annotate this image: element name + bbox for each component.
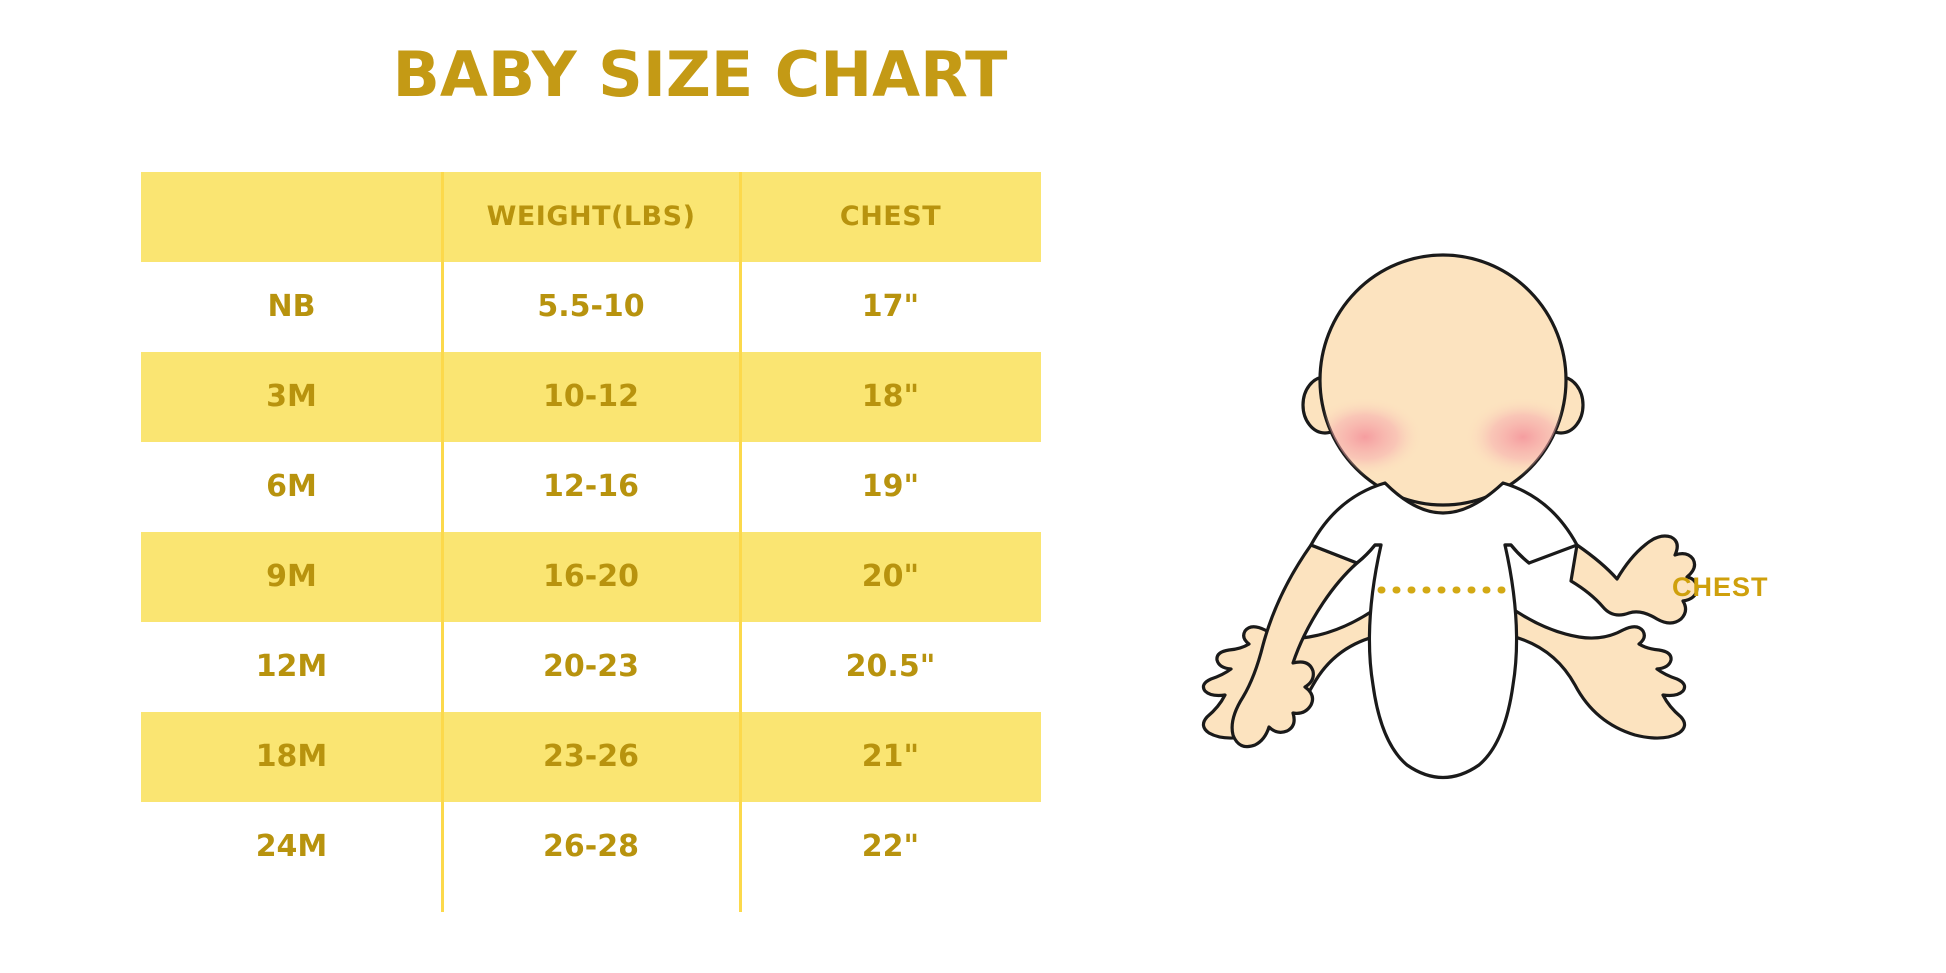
cell-size: 24M [255, 829, 328, 864]
column-divider-2 [739, 172, 742, 912]
row-background [141, 352, 1041, 442]
table-header-row: WEIGHT(LBS) CHEST [141, 172, 1041, 262]
arm-right [1569, 534, 1699, 625]
chest-tick-right [1503, 543, 1531, 565]
table-row: 24M 26-28 22" [141, 802, 1041, 892]
cell-chest: 18" [861, 379, 920, 414]
column-header-weight: WEIGHT(LBS) [486, 201, 696, 232]
arm-left [1230, 543, 1359, 749]
cell-chest: 21" [861, 739, 920, 774]
cell-weight: 23-26 [543, 739, 639, 774]
table-row: 3M 10-12 18" [141, 352, 1041, 442]
table-row: 9M 16-20 20" [141, 532, 1041, 622]
table-row: 18M 23-26 21" [141, 712, 1041, 802]
cell-weight: 26-28 [543, 829, 639, 864]
cell-size: 6M [266, 469, 317, 504]
chest-tick-left [1355, 543, 1383, 565]
column-header-chest: CHEST [839, 201, 942, 232]
column-header-size [141, 172, 442, 262]
table-row: 12M 20-23 20.5" [141, 622, 1041, 712]
cell-weight: 5.5-10 [537, 289, 645, 324]
cell-size: 12M [255, 649, 328, 684]
size-table: WEIGHT(LBS) CHEST NB 5.5-10 17" 3M 10-12… [141, 172, 1041, 912]
cell-chest: 17" [861, 289, 920, 324]
page-title: BABY SIZE CHART [392, 38, 1008, 111]
cell-chest: 19" [861, 469, 920, 504]
baby-illustration [1185, 245, 1705, 810]
column-divider-1 [441, 172, 444, 912]
cell-weight: 16-20 [543, 559, 639, 594]
row-background [141, 712, 1041, 802]
chest-label: CHEST [1672, 572, 1769, 602]
table-row: NB 5.5-10 17" [141, 262, 1041, 352]
cell-size: 9M [266, 559, 317, 594]
blush-left [1320, 397, 1423, 477]
cell-chest: 20.5" [845, 649, 936, 684]
table-row: 6M 12-16 19" [141, 442, 1041, 532]
cell-size: 3M [266, 379, 317, 414]
cell-weight: 20-23 [543, 649, 639, 684]
cell-size: NB [267, 289, 316, 324]
cell-weight: 10-12 [543, 379, 639, 414]
row-background [141, 172, 1041, 262]
cell-weight: 12-16 [543, 469, 639, 504]
cell-chest: 22" [861, 829, 920, 864]
cell-size: 18M [255, 739, 328, 774]
cell-chest: 20" [861, 559, 920, 594]
row-background [141, 532, 1041, 622]
leg-right [1505, 603, 1687, 740]
